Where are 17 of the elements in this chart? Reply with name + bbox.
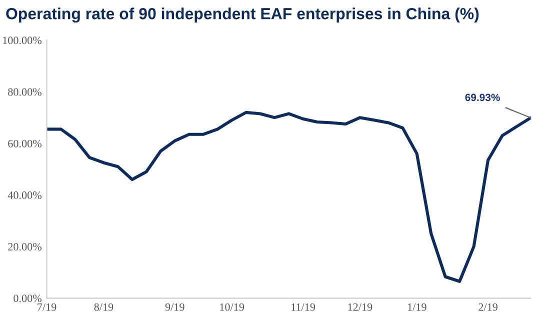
x-tick-label: 1/19: [408, 303, 426, 311]
x-tick-label: 12/19: [348, 303, 372, 311]
x-tick-label: 8/19: [94, 303, 114, 311]
y-tick-label: 60.00%: [8, 140, 42, 148]
x-tick-label: 7/19: [38, 303, 56, 311]
line-series: [46, 110, 531, 283]
y-tick-label: 100.00%: [3, 36, 42, 44]
data-label: 69.93%: [465, 94, 500, 102]
y-tick-label: 80.00%: [8, 88, 42, 96]
chart-title: Operating rate of 90 independent EAF enterprises in China (%): [6, 8, 479, 23]
x-tick-label: 11/19: [292, 303, 315, 311]
x-tick-label: 9/19: [165, 303, 184, 311]
x-tick-label: 10/19: [220, 303, 244, 311]
y-tick-label: 20.00%: [8, 243, 42, 251]
y-tick-label: 0.00%: [14, 294, 42, 302]
y-tick-label: 40.00%: [8, 191, 42, 199]
x-tick-label: 2/19: [478, 303, 498, 311]
